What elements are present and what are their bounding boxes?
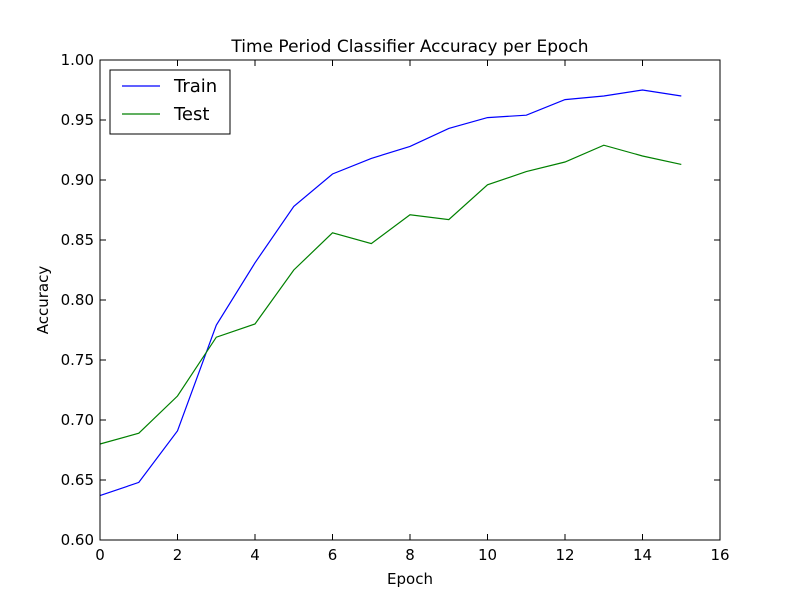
y-axis-label: Accuracy — [34, 266, 52, 335]
legend-box — [109, 69, 231, 135]
x-tick-label: 16 — [710, 546, 729, 564]
legend-label-train: Train — [173, 76, 217, 97]
series-line-test — [99, 144, 682, 445]
y-tick-label: 0.85 — [61, 231, 94, 249]
y-tick-label: 0.90 — [61, 171, 94, 189]
y-tick-label: 0.75 — [61, 351, 94, 369]
y-tick-label: 0.60 — [61, 531, 94, 549]
x-tick-label: 10 — [478, 546, 497, 564]
x-tick-label: 14 — [633, 546, 652, 564]
plot-series — [99, 89, 682, 497]
chart-title: Time Period Classifier Accuracy per Epoc… — [230, 37, 588, 57]
x-tick-label: 12 — [555, 546, 574, 564]
legend-label-test: Test — [173, 104, 209, 125]
x-tick-label: 8 — [405, 546, 415, 564]
legend: Train Test — [109, 69, 231, 135]
y-tick-label: 0.70 — [61, 411, 94, 429]
y-tick-label: 0.65 — [61, 471, 94, 489]
x-tick-label: 2 — [173, 546, 183, 564]
x-axis-label: Epoch — [387, 570, 433, 588]
y-tick-label: 1.00 — [61, 51, 94, 69]
y-tick-label: 0.95 — [61, 111, 94, 129]
y-tick-label: 0.80 — [61, 291, 94, 309]
x-tick-label: 0 — [95, 546, 105, 564]
x-tick-label: 6 — [328, 546, 338, 564]
plot-frame — [99, 59, 721, 541]
x-tick-label: 4 — [250, 546, 260, 564]
series-line-train — [99, 89, 682, 497]
